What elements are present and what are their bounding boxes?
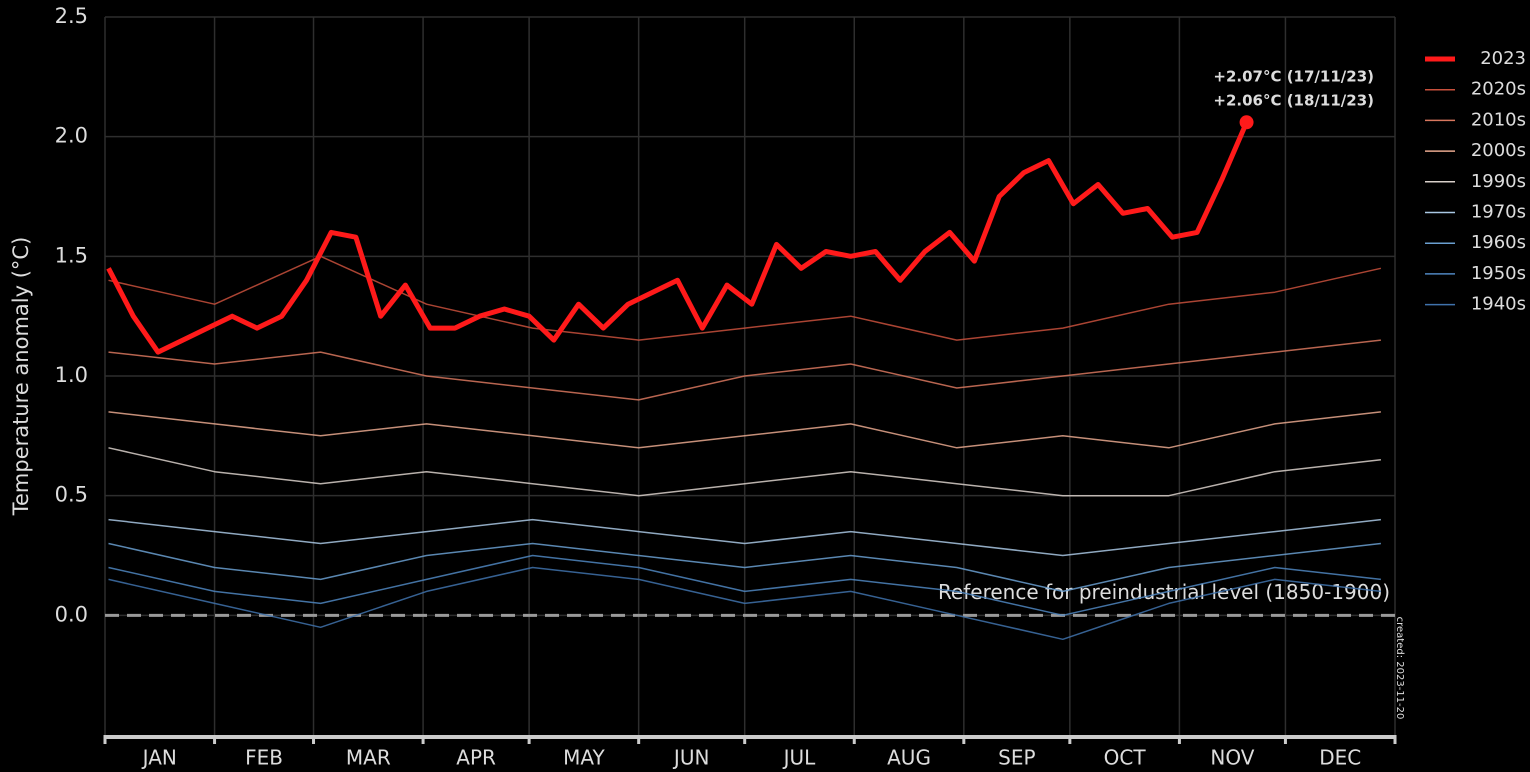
series-line	[108, 542, 1381, 593]
x-tick-label: AUG	[887, 746, 931, 770]
y-tick-label: 2.5	[55, 4, 88, 28]
y-tick-label: 1.0	[55, 363, 88, 387]
annotation: +2.07°C (17/11/23)	[1213, 68, 1374, 86]
x-tick-label: JAN	[141, 746, 177, 770]
series-line	[108, 411, 1381, 449]
legend-label: 1960s	[1471, 232, 1526, 253]
legend-label: 2010s	[1471, 109, 1526, 130]
series-line	[108, 518, 1381, 557]
x-tick-label: APR	[456, 746, 496, 770]
series-line	[108, 447, 1381, 497]
legend-label: 2023	[1480, 48, 1526, 69]
legend-label: 2000s	[1471, 140, 1526, 161]
x-tick-label: MAR	[346, 746, 391, 770]
legend-label: 2020s	[1471, 79, 1526, 100]
legend-label: 1950s	[1471, 263, 1526, 284]
x-tick-label: MAY	[563, 746, 605, 770]
series-line	[108, 566, 1381, 641]
credit: created: 2023-11-20	[1394, 617, 1405, 720]
x-tick-label: FEB	[245, 746, 283, 770]
y-tick-label: 0.5	[55, 483, 88, 507]
series-line	[108, 554, 1381, 617]
legend-label: 1990s	[1471, 171, 1526, 192]
x-tick-label: SEP	[998, 746, 1035, 770]
annotation: +2.06°C (18/11/23)	[1213, 92, 1374, 110]
series-line	[108, 339, 1381, 401]
series-line	[106, 121, 1249, 355]
legend-label: 1940s	[1471, 294, 1526, 315]
y-tick-label: 0.0	[55, 602, 88, 626]
end-point	[1239, 115, 1254, 130]
y-tick-label: 1.5	[55, 243, 88, 267]
y-tick-label: 2.0	[55, 124, 88, 148]
x-tick-label: JUN	[672, 746, 710, 770]
legend-label: 1970s	[1471, 202, 1526, 223]
y-axis-label: Temperature anomaly (°C)	[9, 237, 33, 517]
x-tick-label: OCT	[1104, 746, 1147, 770]
x-tick-label: DEC	[1319, 746, 1361, 770]
x-tick-label: JUL	[782, 746, 817, 770]
x-tick-label: NOV	[1210, 746, 1254, 770]
